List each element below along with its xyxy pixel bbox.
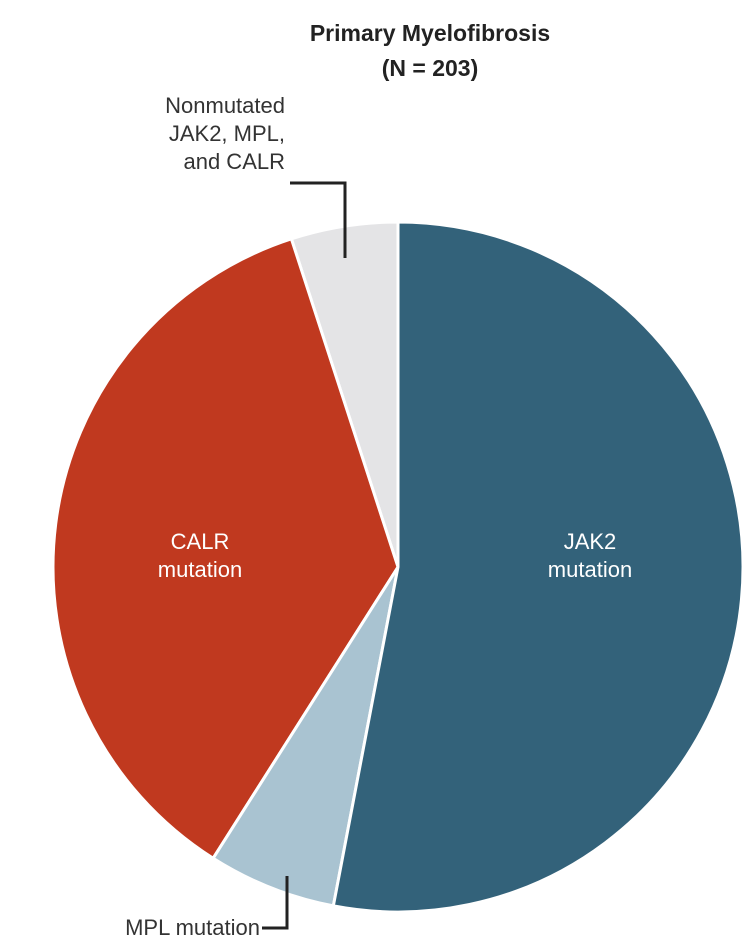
slice-label: MPL mutation (125, 915, 260, 940)
slice-label: Nonmutated JAK2, MPL, and CALR (165, 93, 285, 174)
pie-slice (51, 236, 400, 861)
pie-slice (211, 566, 400, 908)
slice-label: CALR mutation (157, 529, 243, 582)
slice-label: JAK2 mutation (547, 529, 633, 582)
chart-subtitle: (N = 203) (381, 55, 479, 81)
pie-slice (331, 220, 745, 914)
chart-title: Primary Myelofibrosis (309, 20, 551, 46)
leader-line (262, 876, 289, 930)
leader-line (290, 181, 347, 258)
